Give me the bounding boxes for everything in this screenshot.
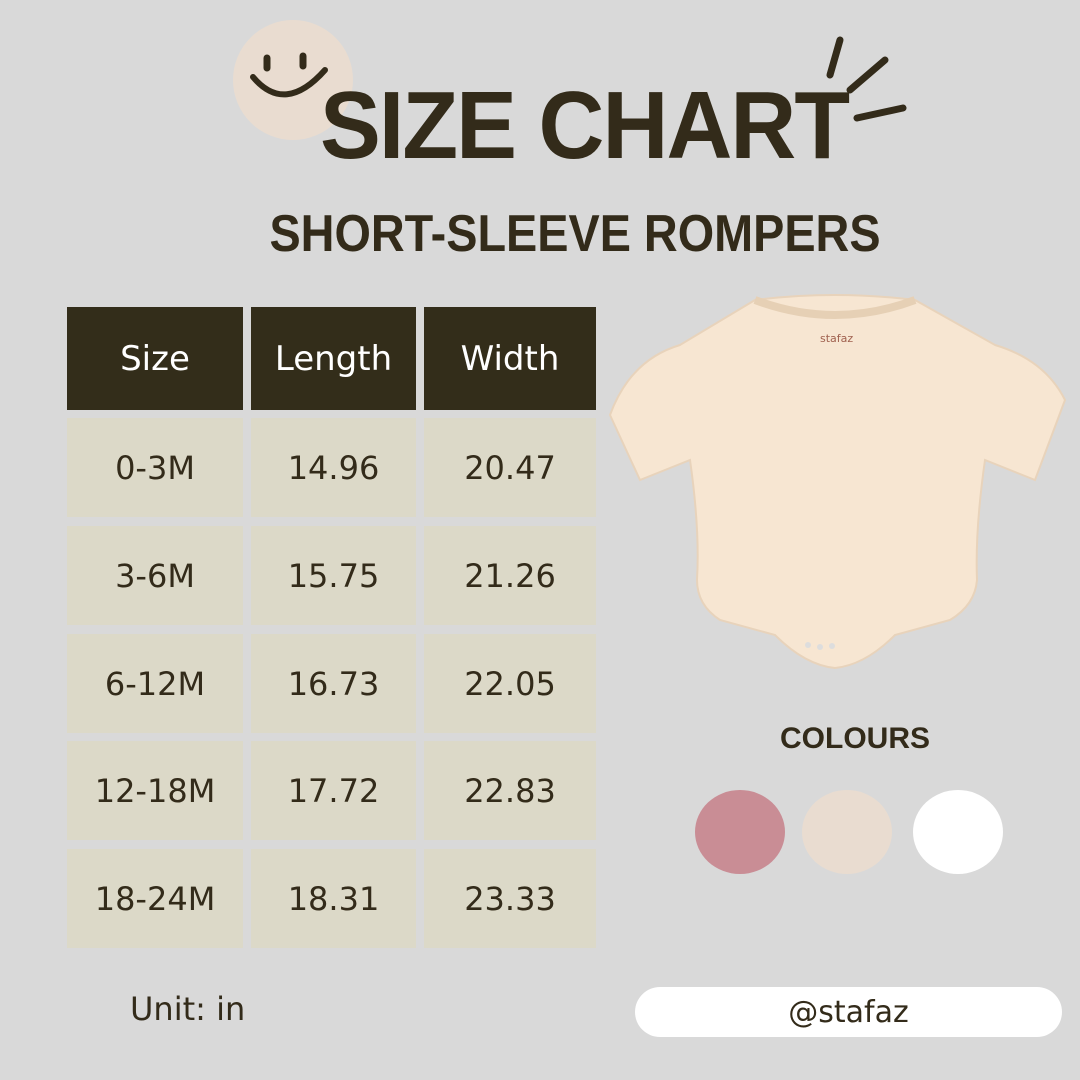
table-cell: 22.83 xyxy=(424,741,596,840)
header-length: Length xyxy=(251,307,416,410)
colour-swatch-white[interactable] xyxy=(913,790,1003,874)
table-cell: 21.26 xyxy=(424,526,596,625)
page-title: SIZE CHART xyxy=(320,72,850,179)
table-cell: 18.31 xyxy=(251,849,416,948)
table-cell: 16.73 xyxy=(251,634,416,733)
table-cell: 22.05 xyxy=(424,634,596,733)
smiley-icon xyxy=(233,20,353,140)
social-handle: @stafaz xyxy=(635,987,1062,1037)
table-cell: 6-12M xyxy=(67,634,243,733)
colour-swatch-beige[interactable] xyxy=(802,790,892,874)
sparkle-lines-icon xyxy=(826,36,907,122)
romper-brand-label: stafaz xyxy=(820,332,853,345)
table-cell: 17.72 xyxy=(251,741,416,840)
table-cell: 3-6M xyxy=(67,526,243,625)
header-size: Size xyxy=(67,307,243,410)
table-cell: 18-24M xyxy=(67,849,243,948)
table-cell: 20.47 xyxy=(424,418,596,517)
romper-image: stafaz xyxy=(608,294,1067,670)
page-subtitle: SHORT-SLEEVE ROMPERS xyxy=(269,205,881,263)
table-cell: 15.75 xyxy=(251,526,416,625)
unit-label: Unit: in xyxy=(130,990,246,1028)
table-cell: 12-18M xyxy=(67,741,243,840)
table-cell: 0-3M xyxy=(67,418,243,517)
colour-swatch-pink[interactable] xyxy=(695,790,785,874)
colours-title: COLOURS xyxy=(780,722,930,755)
decor-graphics xyxy=(233,20,907,140)
table-cell: 14.96 xyxy=(251,418,416,517)
table-cell: 23.33 xyxy=(424,849,596,948)
header-width: Width xyxy=(424,307,596,410)
